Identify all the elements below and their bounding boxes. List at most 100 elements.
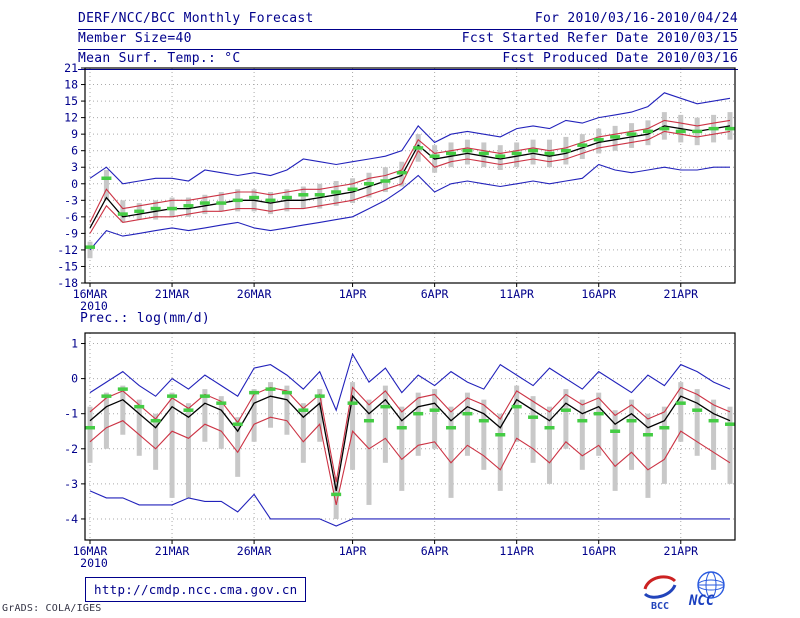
prec-chart-title: Prec.: log(mm/d) — [80, 311, 211, 326]
x-tick-label: 21APR — [663, 544, 698, 558]
member-size: Member Size=40 — [78, 31, 192, 46]
member-spread-bar — [415, 392, 421, 456]
member-spread-bar — [185, 403, 191, 498]
member-spread-bar — [497, 413, 503, 491]
member-spread-bar — [432, 389, 438, 449]
x-tick-label: 6APR — [421, 544, 449, 558]
member-spread-bar — [218, 396, 224, 449]
x-tick-label: 11APR — [499, 287, 534, 301]
ncc-logo: NCC — [688, 571, 725, 609]
member-spread-bar — [103, 392, 109, 449]
series-line-upper-band — [89, 386, 731, 483]
member-spread-bar — [103, 169, 109, 201]
header-row-1: DERF/NCC/BCC Monthly Forecast For 2010/0… — [78, 10, 738, 30]
series-line-upper-band — [89, 119, 731, 223]
y-tick-label: 12 — [64, 111, 78, 125]
member-spread-bar — [546, 406, 552, 484]
member-spread-bar — [350, 382, 356, 470]
member-spread-bar — [530, 396, 536, 463]
member-spread-bar — [136, 399, 142, 456]
bcc-logo-blue-swirl — [643, 584, 677, 599]
member-spread-bar — [448, 406, 454, 498]
x-tick-label: 26MAR — [237, 544, 272, 558]
member-spread-bar — [120, 200, 126, 223]
fcst-started-date: Fcst Started Refer Date 2010/03/15 — [461, 31, 738, 46]
member-spread-bar — [366, 399, 372, 505]
header-row-3: Mean Surf. Temp.: °C Fcst Produced Date … — [78, 50, 738, 70]
y-tick-label: -3 — [64, 477, 78, 491]
y-tick-label: 6 — [71, 144, 78, 158]
member-spread-bar — [464, 392, 470, 456]
member-spread-bar — [481, 399, 487, 470]
y-tick-label: 21 — [64, 61, 78, 75]
member-spread-bar — [727, 112, 733, 140]
x-tick-label: 6APR — [421, 287, 449, 301]
page-title: DERF/NCC/BCC Monthly Forecast — [78, 11, 314, 26]
x-tick-label: 1APR — [339, 287, 367, 301]
y-tick-label: -6 — [64, 210, 78, 224]
member-spread-bar — [612, 410, 618, 491]
y-tick-label: -3 — [64, 193, 78, 207]
y-tick-label: -12 — [57, 243, 78, 257]
series-line-ensemble-mean — [89, 125, 731, 229]
precipitation-chart: 1 0 -1 -2 -3 -4 16MAR 21MAR 26MAR 1APR 6APR 11APR 16… — [64, 332, 736, 570]
y-tick-label: 3 — [71, 160, 78, 174]
y-tick-label: 9 — [71, 127, 78, 141]
member-spread-bar — [169, 392, 175, 498]
member-spread-bar — [661, 406, 667, 484]
x-tick-label: 26MAR — [237, 287, 272, 301]
member-spread-bar — [382, 385, 388, 463]
member-spread-bar — [251, 389, 257, 442]
temp-chart-title: Mean Surf. Temp.: °C — [78, 51, 241, 66]
series-line-lower-band — [89, 130, 731, 234]
y-tick-label: 15 — [64, 94, 78, 108]
x-year-label: 2010 — [80, 299, 108, 313]
member-spread-bar — [268, 382, 274, 428]
series-line-ensemble-min — [89, 490, 730, 527]
series-line-lower-band — [89, 416, 731, 506]
y-tick-label: -2 — [64, 442, 78, 456]
member-spread-bar — [596, 392, 602, 456]
member-spread-bar — [317, 389, 323, 442]
series-line-ensemble-min — [89, 163, 730, 251]
member-spread-bar — [629, 399, 635, 470]
source-url: http://cmdp.ncc.cma.gov.cn — [94, 582, 298, 597]
y-tick-label: -9 — [64, 226, 78, 240]
member-spread-bar — [514, 385, 520, 442]
y-tick-label: -18 — [57, 276, 78, 290]
x-year-label: 2010 — [80, 556, 108, 570]
y-tick-label: 1 — [71, 337, 78, 351]
plot-frame — [84, 332, 736, 541]
member-spread-bar — [153, 413, 159, 470]
member-spread-bar — [563, 389, 569, 449]
member-spread-bar — [87, 241, 93, 259]
y-tick-label: 0 — [71, 177, 78, 191]
y-tick-label: 0 — [71, 372, 78, 386]
grads-credit: GrADS: COLA/IGES — [2, 603, 102, 614]
member-spread-bar — [120, 385, 126, 435]
member-spread-bar — [694, 389, 700, 456]
x-tick-label: 11APR — [499, 544, 534, 558]
source-url-box: http://cmdp.ncc.cma.gov.cn — [85, 577, 307, 602]
member-spread-bar — [284, 385, 290, 435]
member-spread-bar — [711, 399, 717, 470]
bcc-logo: BCC — [643, 575, 677, 612]
header: DERF/NCC/BCC Monthly Forecast For 2010/0… — [78, 10, 738, 70]
x-tick-label: 16MAR — [73, 544, 108, 558]
x-tick-label: 16APR — [581, 544, 616, 558]
x-tick-label: 21MAR — [155, 544, 190, 558]
bcc-logo-text: BCC — [651, 601, 669, 612]
series-line-ensemble-max — [89, 352, 731, 412]
x-tick-label: 1APR — [339, 544, 367, 558]
bcc-logo-red-swirl — [643, 575, 677, 590]
member-spread-bar — [333, 476, 339, 519]
member-spread-bar — [579, 399, 585, 470]
y-tick-label: -4 — [64, 512, 78, 526]
x-tick-label: 21APR — [663, 287, 698, 301]
member-spread-bar — [399, 406, 405, 491]
forecast-range: For 2010/03/16-2010/04/24 — [534, 11, 738, 26]
member-spread-bar — [87, 406, 93, 463]
